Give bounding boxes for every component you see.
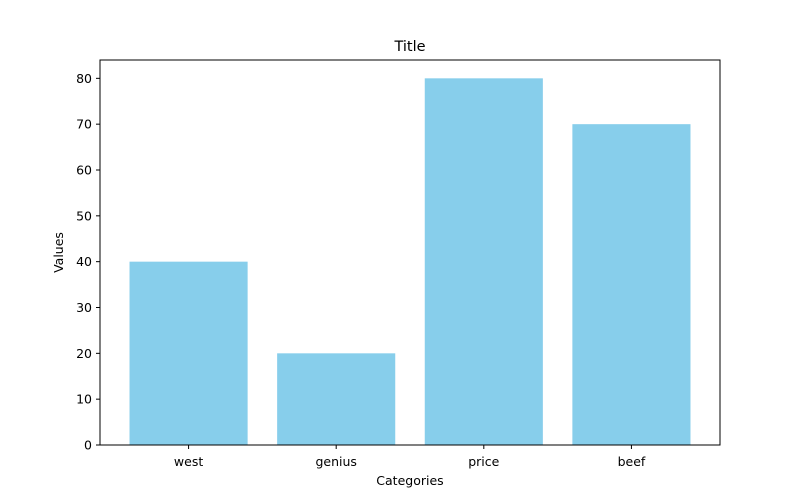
x-tick-label: beef [618,454,646,469]
x-axis-label: Categories [376,473,443,488]
x-tick-label: genius [315,454,356,469]
y-tick-label: 20 [76,346,92,361]
plot-area: 0 10 20 30 40 50 60 70 80 west genius price beef [76,59,721,469]
y-axis-label: Values [51,232,66,273]
y-tick-label: 60 [76,163,92,178]
x-tick-label: price [468,454,499,469]
bar-genius [277,353,396,445]
y-tick-label: 0 [84,438,92,453]
bar-beef [572,124,691,446]
y-tick-label: 10 [76,392,92,407]
bars-group [129,78,691,446]
y-tick-label: 40 [76,254,92,269]
bar-west [129,261,248,445]
y-tick-label: 30 [76,300,92,315]
bar-price [424,78,543,445]
chart-title: Title [393,39,425,55]
y-tick-label: 50 [76,208,92,223]
x-axis-ticks: west genius price beef [174,445,646,469]
y-axis-ticks: 0 10 20 30 40 50 60 70 80 [76,71,100,453]
y-tick-label: 70 [76,117,92,132]
x-tick-label: west [174,454,203,469]
axes-frame [99,59,721,446]
y-tick-label: 80 [76,71,92,86]
